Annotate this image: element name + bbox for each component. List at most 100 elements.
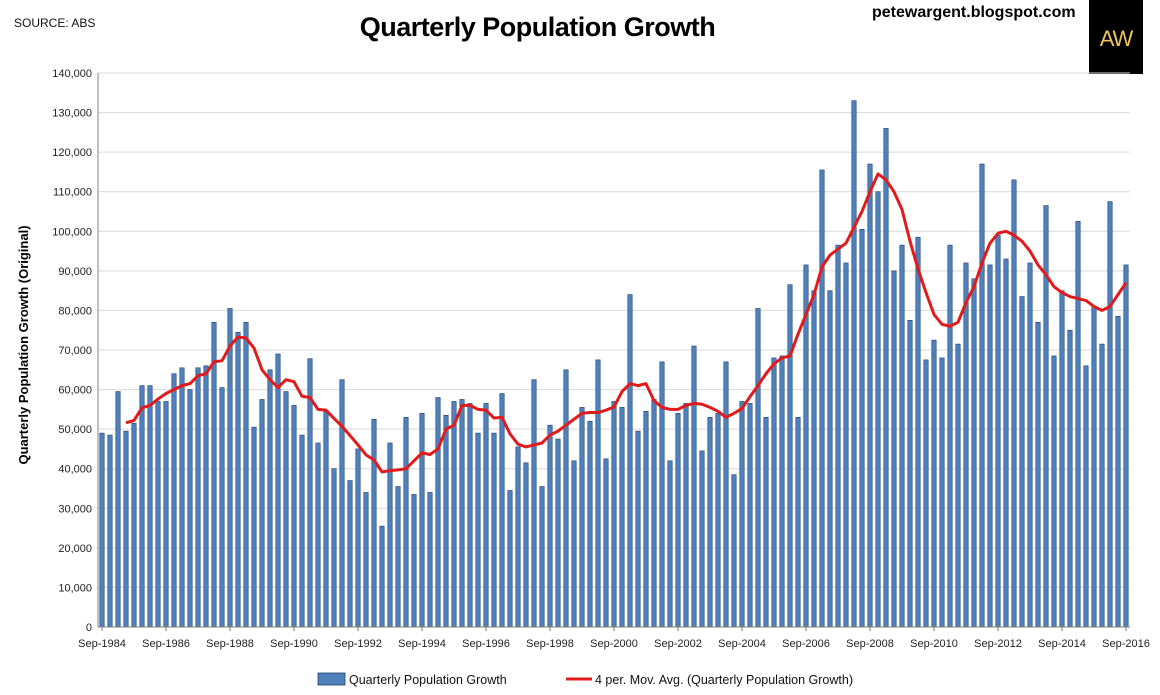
bar <box>379 525 385 628</box>
bar <box>811 290 817 628</box>
bar <box>819 169 825 628</box>
bar <box>547 424 553 628</box>
bar <box>347 480 353 628</box>
bar <box>923 359 929 628</box>
bar <box>171 373 177 628</box>
y-tick-label: 50,000 <box>58 424 92 436</box>
x-tick-label: Sep-2010 <box>910 638 958 650</box>
bar <box>339 379 345 628</box>
y-tick-label: 10,000 <box>58 582 92 594</box>
bar <box>539 486 545 628</box>
bar <box>683 403 689 628</box>
bar <box>899 244 905 628</box>
bar <box>267 369 273 628</box>
source-label: SOURCE: ABS <box>14 16 96 30</box>
bar <box>99 432 105 628</box>
y-tick-label: 100,000 <box>52 226 92 238</box>
bar <box>131 422 137 628</box>
bar <box>555 438 561 628</box>
bar <box>1011 179 1017 628</box>
bar <box>955 343 961 628</box>
bar <box>579 407 585 628</box>
bar <box>571 460 577 628</box>
bar <box>779 355 785 628</box>
y-tick-label: 140,000 <box>52 68 92 80</box>
bar <box>1107 201 1113 628</box>
bar <box>163 401 169 628</box>
y-axis-ticks: 0 10,000 20,000 30,000 40,000 50,000 60,000 70,… <box>52 68 92 634</box>
bar <box>1075 221 1081 628</box>
bar <box>275 353 281 628</box>
bar <box>731 474 737 628</box>
bar <box>739 401 745 628</box>
bar <box>443 414 449 628</box>
bar <box>395 486 401 628</box>
bar <box>715 413 721 628</box>
bar <box>835 244 841 628</box>
bar <box>1083 365 1089 628</box>
bar <box>355 448 361 628</box>
bar <box>531 379 537 628</box>
bar <box>363 492 369 628</box>
bar <box>987 264 993 628</box>
x-tick-label: Sep-2016 <box>1102 638 1150 650</box>
x-tick-label: Sep-1984 <box>78 638 126 650</box>
bar <box>843 262 849 628</box>
bar <box>1027 262 1033 628</box>
x-tick-label: Sep-1988 <box>206 638 254 650</box>
x-tick-label: Sep-2006 <box>782 638 830 650</box>
bar <box>595 359 601 628</box>
y-tick-label: 40,000 <box>58 464 92 476</box>
bar <box>283 391 289 628</box>
bar <box>235 331 241 628</box>
x-tick-label: Sep-1990 <box>270 638 318 650</box>
bar <box>1123 264 1129 628</box>
bar <box>971 278 977 628</box>
bar <box>435 397 441 628</box>
bar <box>891 270 897 628</box>
bar <box>1099 343 1105 628</box>
bar <box>707 416 713 628</box>
bar <box>331 468 337 628</box>
bar <box>787 284 793 628</box>
bar <box>1115 316 1121 628</box>
bar <box>771 357 777 628</box>
bar <box>755 308 761 628</box>
bar <box>227 308 233 628</box>
bar <box>651 399 657 628</box>
bar <box>315 442 321 628</box>
bar <box>107 434 113 628</box>
bar <box>827 290 833 628</box>
legend-bar-label: Quarterly Population Growth <box>349 673 507 687</box>
bar <box>875 191 881 628</box>
bar <box>451 401 457 628</box>
bar <box>467 403 473 628</box>
bar <box>139 385 145 628</box>
logo-text: AW <box>1099 26 1134 51</box>
y-tick-label: 20,000 <box>58 543 92 555</box>
x-tick-label: Sep-2000 <box>590 638 638 650</box>
bar <box>659 361 665 628</box>
bar <box>523 462 529 628</box>
bar <box>483 403 489 628</box>
bar <box>947 244 953 628</box>
bar <box>603 458 609 628</box>
bar <box>587 420 593 628</box>
bar <box>1067 329 1073 628</box>
bar <box>619 407 625 628</box>
bar <box>859 229 865 628</box>
bar-series <box>99 100 1129 628</box>
bar <box>915 236 921 628</box>
bar <box>251 426 257 628</box>
bar <box>419 413 425 628</box>
bar <box>323 411 329 628</box>
bar <box>939 357 945 628</box>
bar <box>931 339 937 628</box>
bar <box>219 387 225 628</box>
bar <box>195 367 201 628</box>
bar <box>491 432 497 628</box>
y-tick-label: 80,000 <box>58 305 92 317</box>
moving-average-series <box>125 172 1128 474</box>
x-axis-ticks: Sep-1984 Sep-1986 Sep-1988 Sep-1990 Sep-1992… <box>78 627 1150 650</box>
